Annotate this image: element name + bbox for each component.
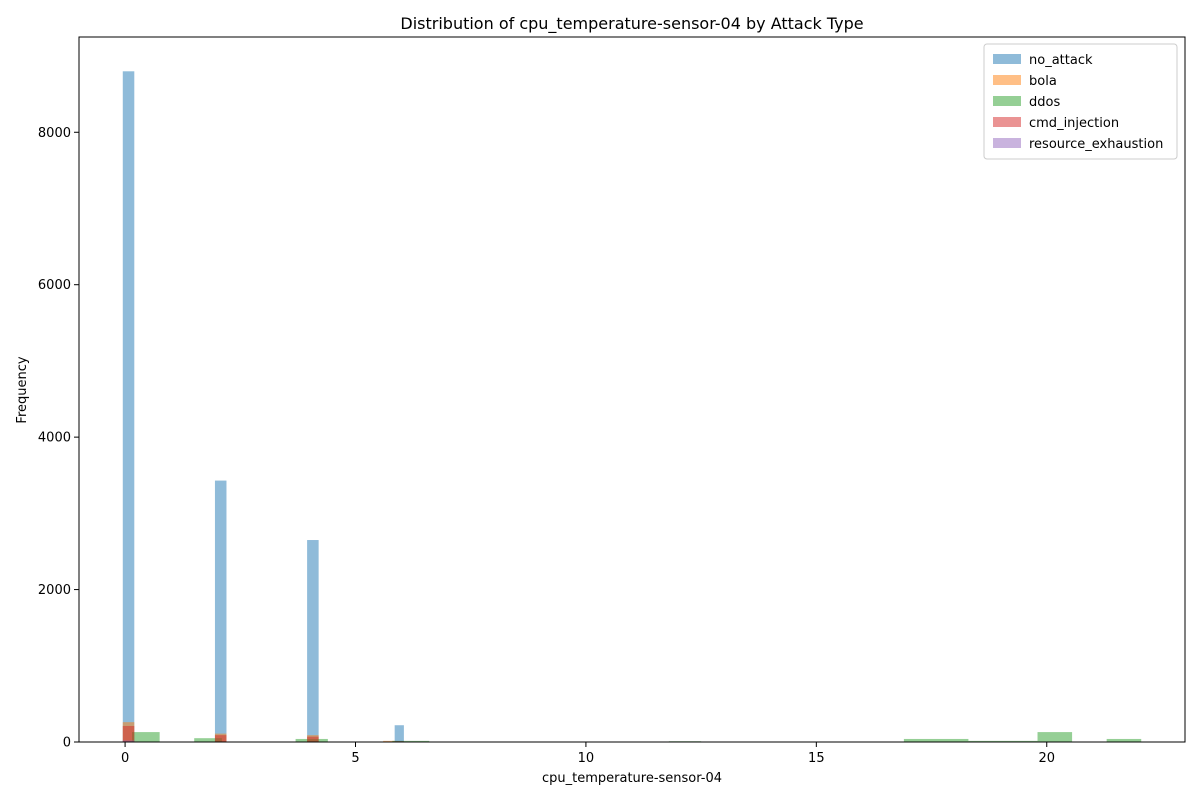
bar-ddos-6 <box>968 740 1038 742</box>
legend-swatch-ddos <box>993 96 1021 106</box>
bar-resource_exhaustion-0 <box>122 740 135 742</box>
y-tick-label-4: 8000 <box>38 126 71 141</box>
y-tick-label-0: 0 <box>63 736 71 751</box>
x-tick-label-3: 15 <box>808 751 825 766</box>
legend-label-cmd_injection: cmd_injection <box>1029 116 1119 131</box>
bar-ddos-0 <box>132 732 160 742</box>
legend-swatch-bola <box>993 75 1021 85</box>
bar-ddos-5 <box>903 738 969 742</box>
legend-label-ddos: ddos <box>1029 95 1060 110</box>
y-axis-label: Frequency <box>15 356 30 423</box>
bar-cmd_injection-1 <box>214 735 227 742</box>
x-tick-label-1: 5 <box>351 751 359 766</box>
y-tick-label-3: 6000 <box>38 278 71 293</box>
x-tick-label-2: 10 <box>578 751 595 766</box>
legend-box <box>983 43 1178 160</box>
bar-cmd_injection-0 <box>122 725 135 742</box>
legend-label-bola: bola <box>1029 74 1057 89</box>
x-axis: 0 5 10 15 20 <box>121 742 1055 766</box>
bar-ddos-8 <box>1106 738 1142 742</box>
legend-label-no_attack: no_attack <box>1029 53 1093 68</box>
bar-no_attack-1 <box>214 480 227 742</box>
legend-swatch-cmd_injection <box>993 117 1021 127</box>
bar-ddos-7 <box>1037 732 1073 742</box>
bar-cmd_injection-2 <box>307 736 319 742</box>
bar-no_attack-2 <box>307 540 319 742</box>
legend-label-resource_exhaustion: resource_exhaustion <box>1029 137 1163 152</box>
x-tick-label-4: 20 <box>1038 751 1055 766</box>
chart-title: Distribution of cpu_temperature-sensor-0… <box>400 14 863 34</box>
bar-no_attack-0 <box>122 71 135 743</box>
bar-ddos-3 <box>392 740 430 742</box>
bar-no_attack-3 <box>394 725 404 742</box>
bar-ddos-1 <box>194 738 222 742</box>
legend-swatch-resource_exhaustion <box>993 138 1021 148</box>
y-axis: 0 2000 4000 6000 8000 <box>38 126 79 751</box>
x-tick-label-0: 0 <box>121 751 129 766</box>
bar-bola-3 <box>383 740 395 742</box>
x-axis-label: cpu_temperature-sensor-04 <box>542 771 722 786</box>
plot-area-frame <box>78 36 1186 743</box>
y-tick-label-2: 4000 <box>38 431 71 446</box>
bars-layer <box>122 71 1142 743</box>
legend-swatch-no_attack <box>993 54 1021 64</box>
y-tick-label-1: 2000 <box>38 583 71 598</box>
